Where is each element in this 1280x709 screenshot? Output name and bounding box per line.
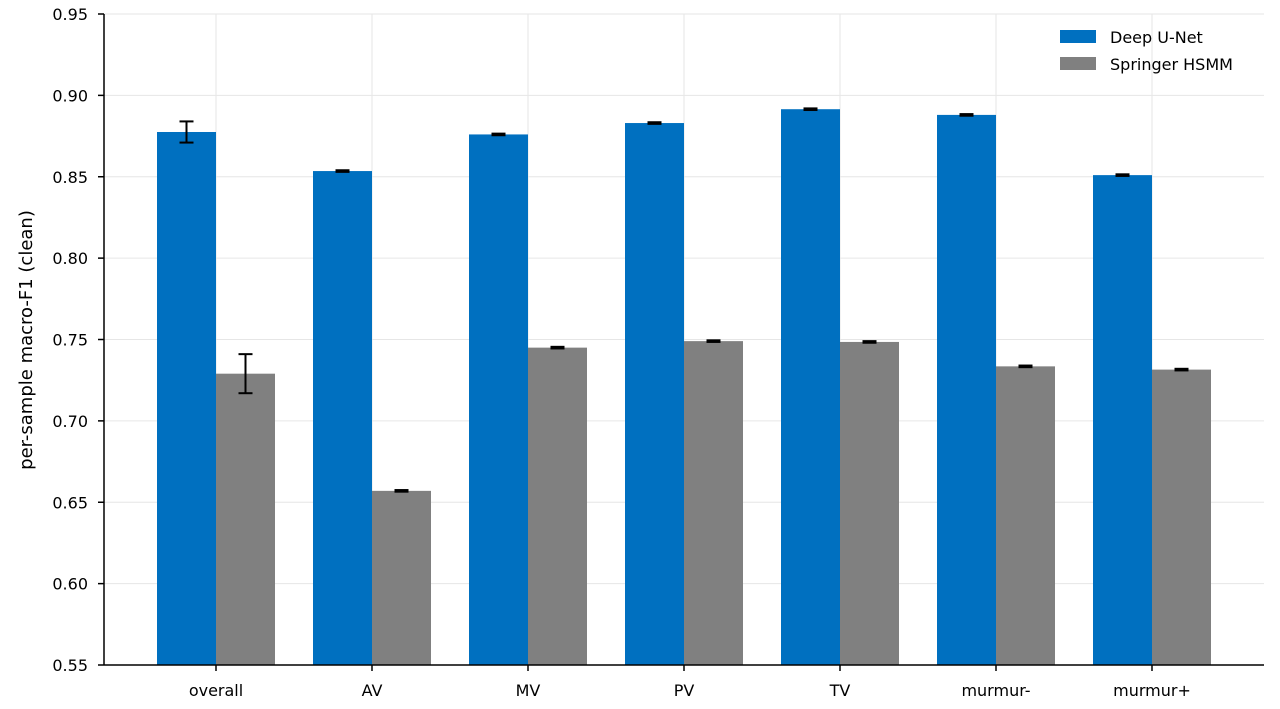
error-bar — [238, 353, 253, 395]
y-tick-label: 0.55 — [52, 656, 88, 675]
y-tick-label: 0.90 — [52, 86, 88, 105]
x-tick-label: AV — [362, 681, 383, 700]
bar-deep-u-net — [313, 171, 372, 665]
legend-swatch — [1060, 57, 1096, 70]
x-tick-label: MV — [516, 681, 541, 700]
y-tick-label: 0.65 — [52, 493, 88, 512]
y-tick-label: 0.85 — [52, 168, 88, 187]
x-tick-label: overall — [189, 681, 243, 700]
bar-deep-u-net — [469, 134, 528, 665]
error-bar — [706, 339, 721, 343]
x-tick-label: murmur+ — [1113, 681, 1191, 700]
legend-item: Springer HSMM — [1060, 55, 1233, 74]
bar-springer-hsmm — [684, 341, 743, 665]
bar-springer-hsmm — [1152, 369, 1211, 665]
bar-springer-hsmm — [996, 366, 1055, 665]
error-bar — [1174, 367, 1189, 372]
error-bars — [179, 107, 1189, 493]
bar-springer-hsmm — [216, 373, 275, 665]
bar-deep-u-net — [1093, 175, 1152, 665]
error-bar — [959, 113, 974, 117]
bar-deep-u-net — [937, 114, 996, 665]
x-tick-label: TV — [829, 681, 851, 700]
x-tick-label: murmur- — [961, 681, 1030, 700]
y-tick-label: 0.80 — [52, 249, 88, 268]
y-tick-label: 0.70 — [52, 412, 88, 431]
error-bar — [394, 489, 409, 493]
tick-labels: 0.55 0.60 0.65 0.70 0.75 0.80 0.85 0.90 0.95 over… — [52, 5, 1190, 700]
x-tick-label: PV — [674, 681, 695, 700]
legend-item: Deep U-Net — [1060, 28, 1203, 47]
bar-deep-u-net — [625, 123, 684, 666]
error-bar — [550, 345, 565, 350]
y-tick-label: 0.75 — [52, 331, 88, 350]
y-tick-label: 0.60 — [52, 575, 88, 594]
bar-springer-hsmm — [840, 341, 899, 665]
y-axis-label: per-sample macro-F1 (clean) — [16, 210, 37, 470]
legend-swatch — [1060, 30, 1096, 43]
error-bar — [1115, 173, 1130, 177]
axes — [98, 13, 1264, 671]
bars — [157, 109, 1211, 666]
error-bar — [862, 340, 877, 344]
error-bar — [803, 107, 818, 112]
error-bar — [179, 120, 194, 144]
legend-label: Deep U-Net — [1110, 28, 1203, 47]
y-tick-label: 0.95 — [52, 5, 88, 24]
error-bar — [647, 121, 662, 125]
error-bar — [491, 132, 506, 137]
bar-deep-u-net — [781, 109, 840, 666]
bar-springer-hsmm — [372, 490, 431, 665]
error-bar — [1018, 364, 1033, 369]
bar-deep-u-net — [157, 131, 216, 665]
bar-springer-hsmm — [528, 347, 587, 665]
error-bar — [335, 169, 350, 173]
legend-label: Springer HSMM — [1110, 55, 1233, 74]
legend: Deep U-Net Springer HSMM — [1060, 28, 1233, 74]
